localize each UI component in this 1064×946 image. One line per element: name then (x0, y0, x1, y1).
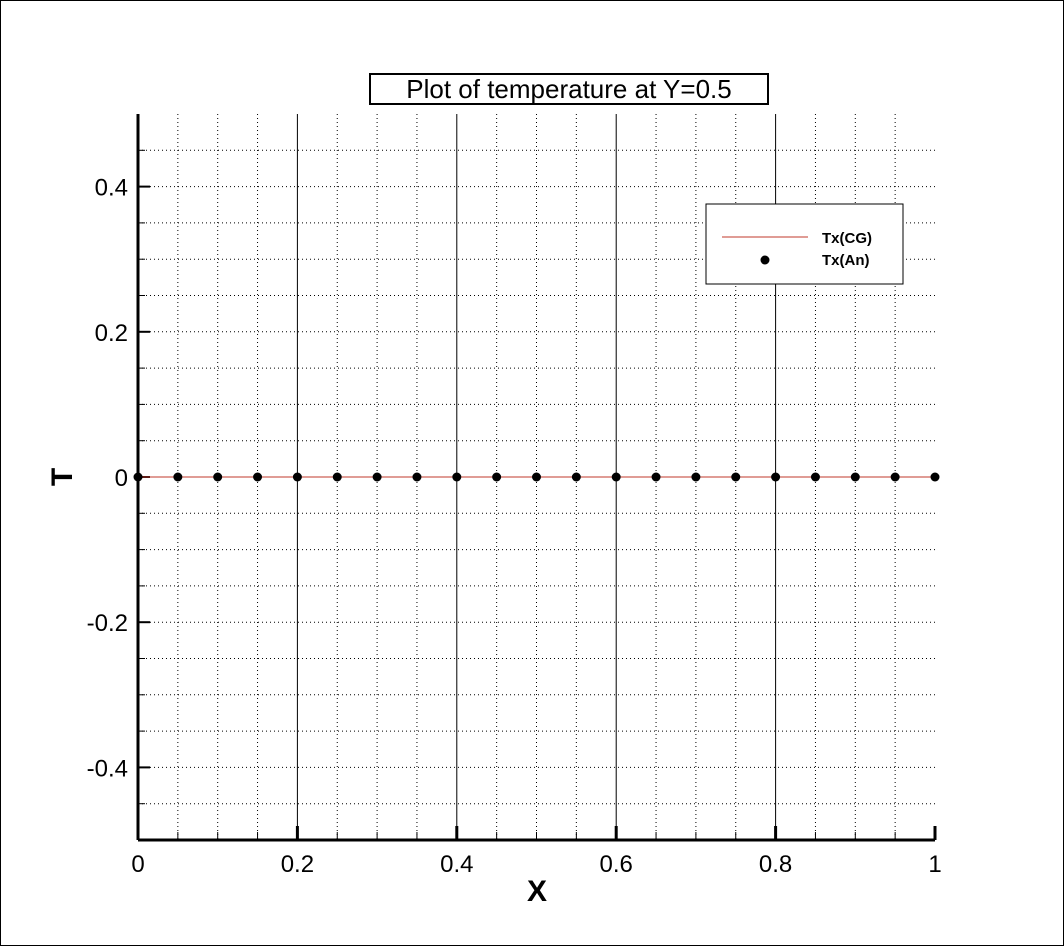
y-tick-label: 0.4 (95, 175, 128, 202)
legend: Tx(CG) Tx(An) (705, 203, 904, 285)
y-tick-label: 0 (115, 465, 128, 492)
y-tick-label: -0.2 (87, 610, 128, 637)
series (133, 472, 940, 482)
data-point-tx-an (890, 472, 900, 482)
data-point-tx-an (930, 472, 940, 482)
data-point-tx-an (173, 472, 183, 482)
x-tick-label: 1 (928, 851, 941, 878)
data-point-tx-an (771, 472, 781, 482)
legend-box (705, 203, 904, 285)
data-point-tx-an (651, 472, 661, 482)
y-axis-title: T (46, 468, 79, 486)
chart-title-box (369, 73, 769, 105)
x-tick-label: 0.2 (281, 851, 314, 878)
data-point-tx-an (292, 472, 302, 482)
data-point-tx-an (412, 472, 422, 482)
data-point-tx-an (213, 472, 223, 482)
chart-title: Plot of temperature at Y=0.5 (406, 74, 731, 104)
data-point-tx-an (571, 472, 581, 482)
x-tick-label: 0.8 (759, 851, 792, 878)
legend-marker-swatch (760, 255, 770, 265)
data-point-tx-an (611, 472, 621, 482)
data-point-tx-an (731, 472, 741, 482)
legend-label-line: Tx(CG) (822, 230, 872, 247)
x-tick-label: 0.6 (600, 851, 633, 878)
data-point-tx-an (452, 472, 462, 482)
legend-label-marker: Tx(An) (822, 252, 870, 269)
data-point-tx-an (492, 472, 502, 482)
x-tick-label: 0 (131, 851, 144, 878)
y-tick-label: -0.4 (87, 755, 128, 782)
tick-labels: 0 0.2 0.4 0.6 0.8 1 -0.4 -0.2 0 0.2 0.4 (87, 175, 942, 878)
x-axis-title: X (527, 875, 547, 908)
data-point-tx-an (691, 472, 701, 482)
data-point-tx-an (810, 472, 820, 482)
data-point-tx-an (532, 472, 541, 482)
data-point-tx-an (332, 472, 342, 482)
y-tick-label: 0.2 (95, 320, 128, 347)
data-point-tx-an (372, 472, 382, 482)
data-point-tx-an (850, 472, 860, 482)
data-point-tx-an (253, 472, 263, 482)
x-tick-label: 0.4 (440, 851, 473, 878)
data-point-tx-an (133, 472, 143, 482)
chart-title-group: Plot of temperature at Y=0.5 (369, 73, 769, 105)
